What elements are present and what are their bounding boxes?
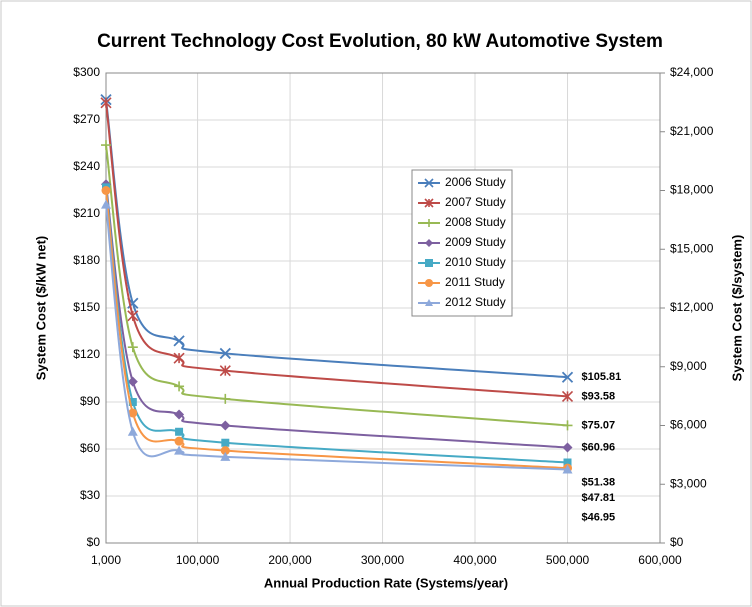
y-tick-label: $60 <box>80 441 100 455</box>
marker <box>561 390 574 402</box>
marker <box>219 365 231 377</box>
value-label: $47.81 <box>582 492 616 504</box>
x-tick-label: 600,000 <box>638 553 682 567</box>
series: $105.81 <box>100 93 622 383</box>
y-tick-label: $120 <box>73 347 100 361</box>
marker <box>128 408 138 418</box>
marker <box>100 97 112 109</box>
y2-tick-label: $12,000 <box>670 300 714 314</box>
marker <box>173 352 185 364</box>
y-tick-label: $300 <box>73 65 100 79</box>
marker <box>173 335 185 347</box>
marker <box>101 199 111 209</box>
marker <box>174 381 185 392</box>
legend-label: 2011 Study <box>445 275 505 289</box>
marker <box>127 342 138 353</box>
legend-label: 2007 Study <box>445 195 506 209</box>
y-tick-label: $240 <box>73 159 100 173</box>
marker <box>219 347 231 360</box>
x-tick-label: 300,000 <box>361 553 405 567</box>
marker <box>562 420 573 431</box>
y-tick-label: $30 <box>80 488 100 502</box>
x-tick-label: 500,000 <box>546 553 590 567</box>
y2-tick-label: $6,000 <box>670 418 707 432</box>
series: $93.58 <box>100 97 616 402</box>
y-tick-label: $270 <box>73 112 100 126</box>
y-tick-label: $90 <box>80 394 100 408</box>
marker <box>220 420 231 431</box>
y2-tick-label: $0 <box>670 535 684 549</box>
x-tick-label: 200,000 <box>268 553 312 567</box>
series: $46.95 <box>101 199 616 523</box>
y-axis-label: System Cost ($/kW net) <box>33 236 48 380</box>
series-line <box>105 184 568 449</box>
y-tick-label: $210 <box>73 206 100 220</box>
marker <box>220 451 231 461</box>
x-axis-label: Annual Production Rate (Systems/year) <box>264 575 508 590</box>
legend-marker <box>425 299 433 306</box>
y2-tick-label: $9,000 <box>670 359 707 373</box>
legend-marker <box>425 279 433 287</box>
y2-tick-label: $18,000 <box>670 183 714 197</box>
value-label: $46.95 <box>582 511 616 523</box>
y2-tick-label: $3,000 <box>670 476 707 490</box>
marker <box>220 446 230 456</box>
value-label: $93.58 <box>582 390 616 402</box>
legend-marker <box>424 198 434 208</box>
y-tick-label: $150 <box>73 300 100 314</box>
value-label: $60.96 <box>582 441 616 453</box>
value-label: $105.81 <box>582 371 622 383</box>
marker <box>101 186 111 195</box>
marker <box>127 426 138 436</box>
marker <box>562 442 573 453</box>
legend-label: 2012 Study <box>445 295 506 309</box>
marker <box>562 464 573 474</box>
x-tick-label: 400,000 <box>453 553 497 567</box>
marker <box>101 140 111 151</box>
marker <box>174 436 184 446</box>
series-line <box>105 190 568 470</box>
marker <box>128 398 137 406</box>
legend-marker <box>425 259 433 267</box>
legend-label: 2006 Study <box>445 175 506 189</box>
legend-label: 2008 Study <box>445 215 506 229</box>
x-tick-label: 1,000 <box>91 553 121 567</box>
y2-tick-label: $24,000 <box>670 65 714 79</box>
marker <box>174 409 185 420</box>
plot-area <box>105 72 661 544</box>
marker <box>174 445 185 455</box>
marker <box>221 438 230 447</box>
x-tick-label: 100,000 <box>176 553 220 567</box>
legend-marker <box>424 178 434 188</box>
marker <box>127 376 138 387</box>
y2-axis-label: System Cost ($/system) <box>729 235 744 382</box>
legend-marker <box>425 219 433 227</box>
series: $75.07 <box>101 140 615 431</box>
y-tick-label: $180 <box>73 253 100 267</box>
marker <box>127 310 139 322</box>
series-line <box>105 144 568 427</box>
series: $47.81 <box>101 186 616 504</box>
series-line <box>105 204 568 471</box>
marker <box>175 427 184 436</box>
marker <box>563 458 572 467</box>
y2-tick-label: $15,000 <box>670 241 714 255</box>
marker <box>561 371 574 383</box>
value-label: $51.38 <box>582 476 616 488</box>
series: $60.96 <box>101 179 615 453</box>
y2-tick-label: $21,000 <box>670 124 714 138</box>
y-tick-label: $0 <box>87 535 101 549</box>
value-label: $75.07 <box>582 419 616 431</box>
legend-label: 2010 Study <box>445 255 506 269</box>
marker <box>220 393 231 404</box>
legend-marker <box>425 239 433 247</box>
legend-label: 2009 Study <box>445 235 506 249</box>
chart-title: Current Technology Cost Evolution, 80 kW… <box>97 31 663 52</box>
